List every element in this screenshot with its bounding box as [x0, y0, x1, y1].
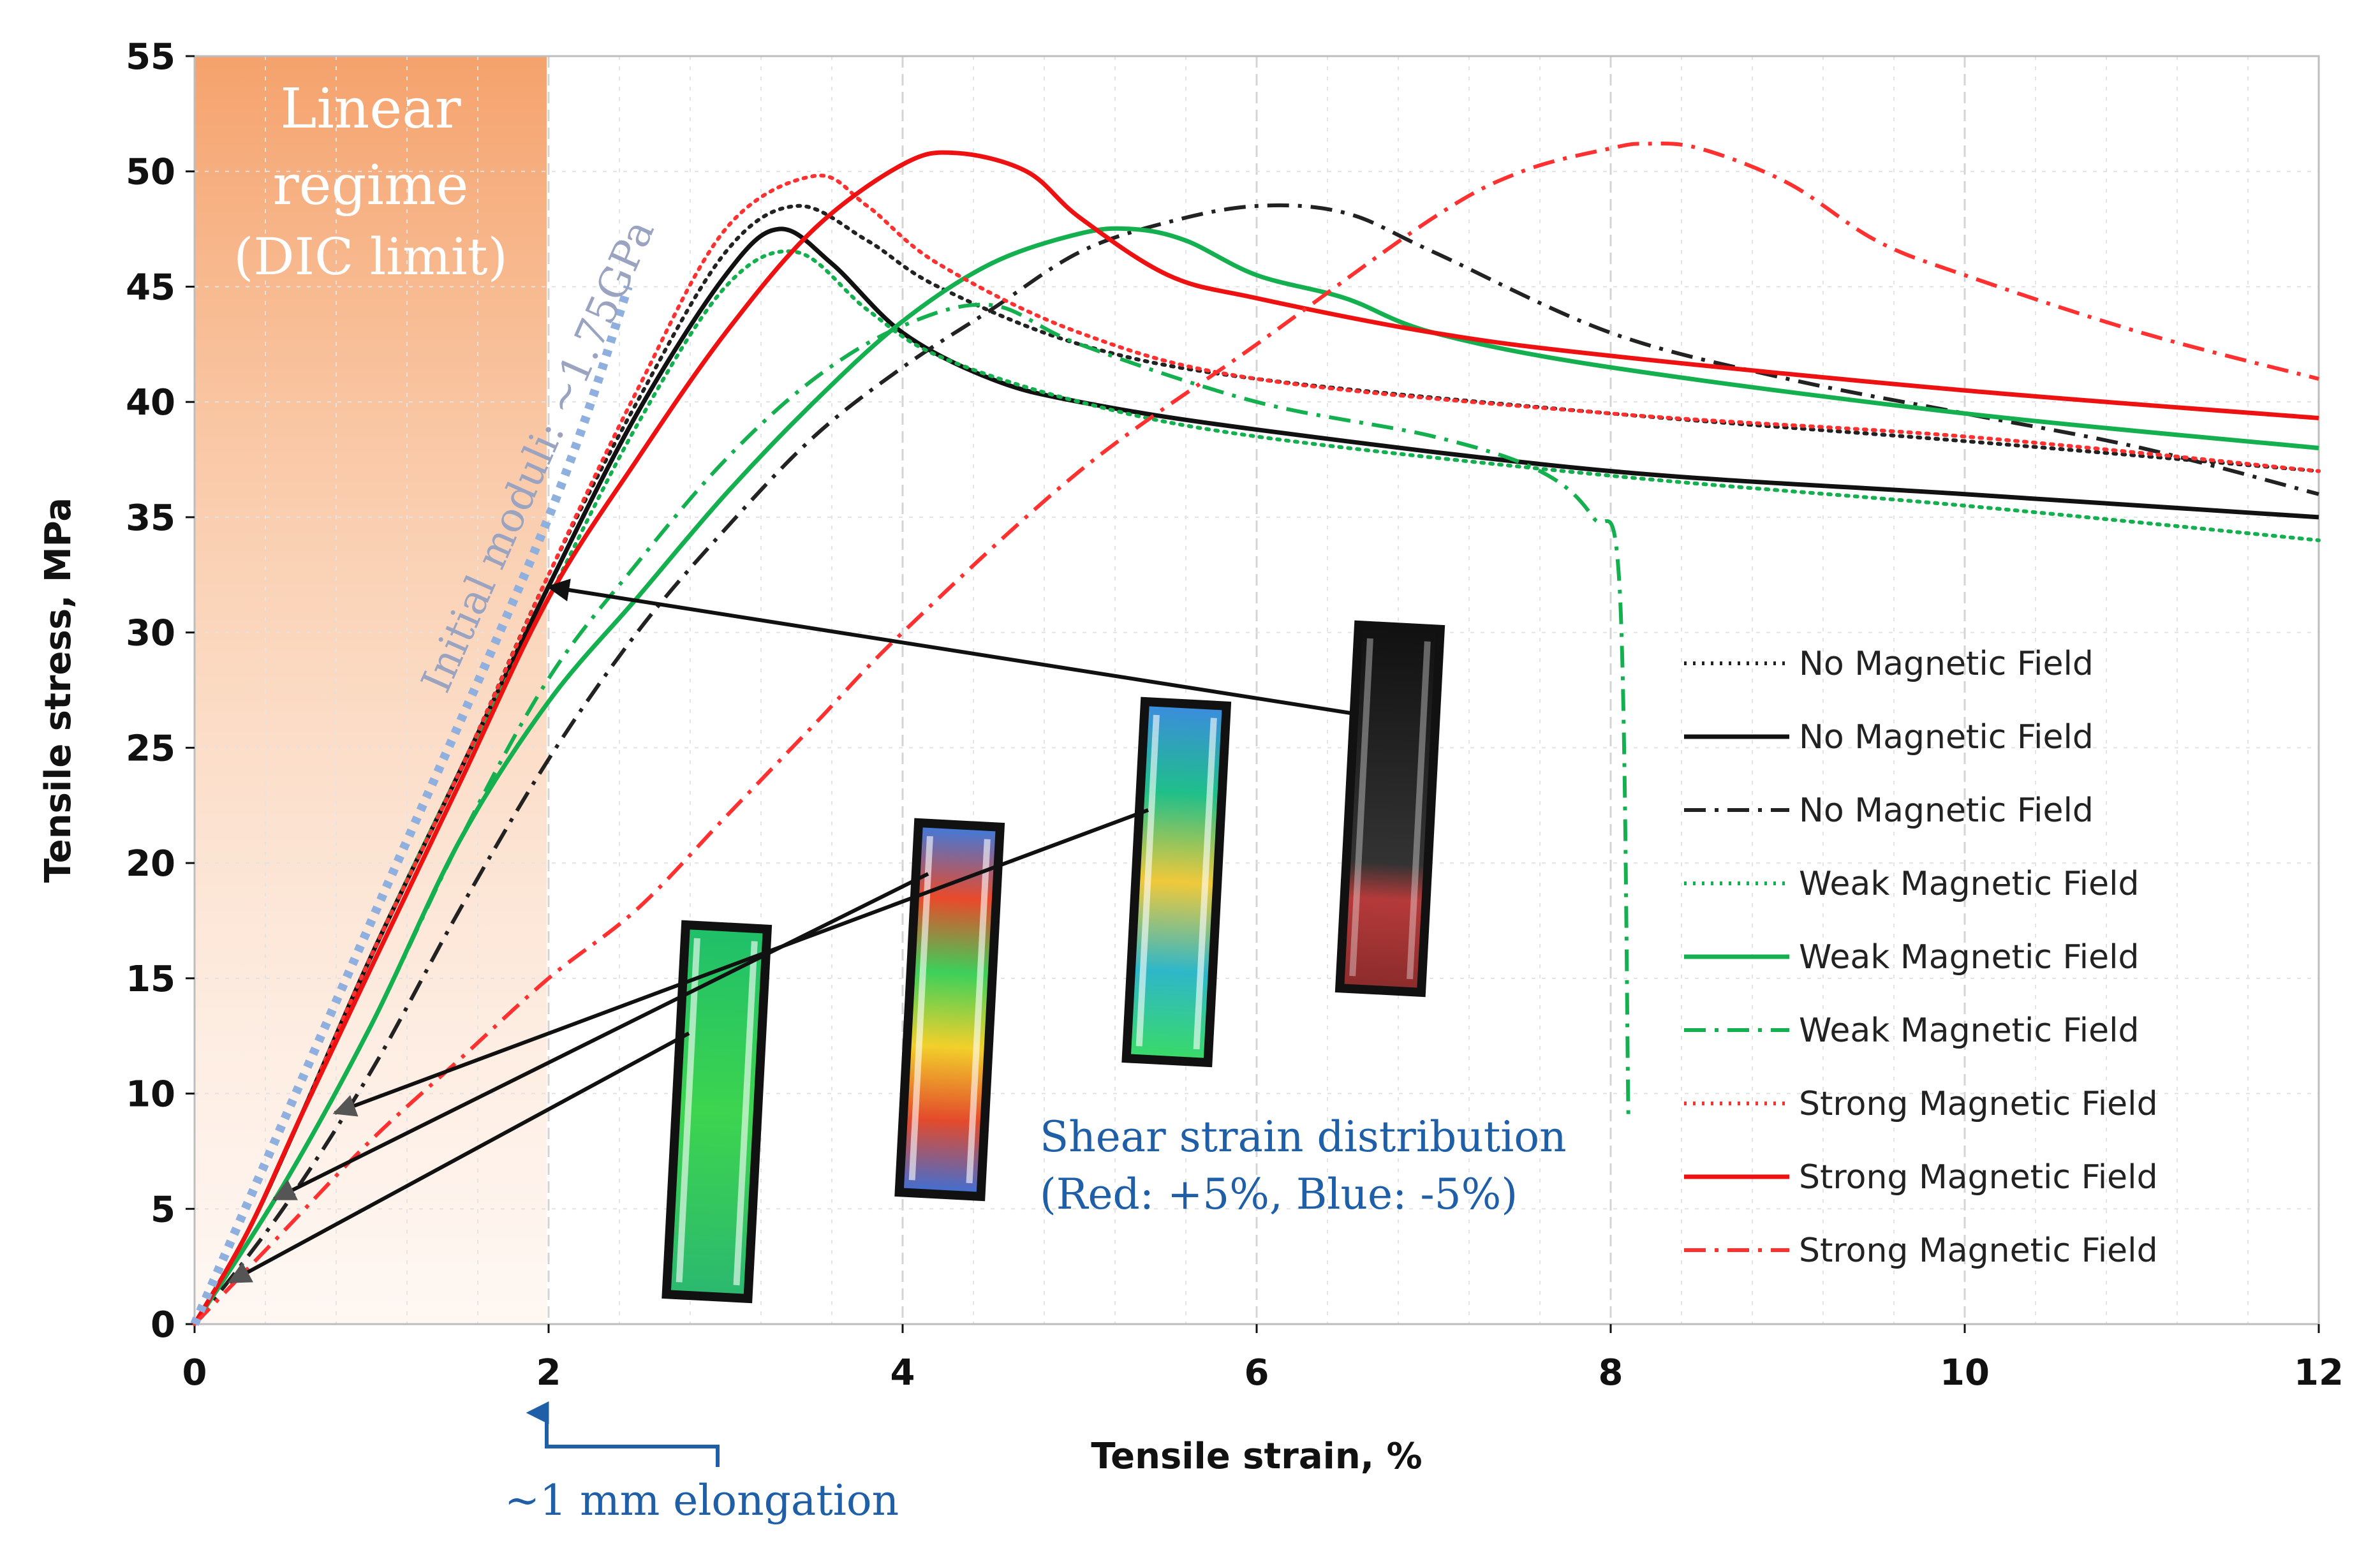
shear-strain-label-line1: Shear strain distribution: [1040, 1112, 1567, 1161]
grid: [195, 56, 2319, 1324]
series-line-3: [193, 203, 2319, 1325]
y-tick-label: 25: [126, 728, 175, 769]
linear-regime-line3: (DIC limit): [233, 227, 508, 286]
series-line-7: [193, 173, 2321, 1326]
linear-regime-region: [195, 56, 547, 1324]
legend-label: Strong Magnetic Field: [1799, 1158, 2158, 1197]
series-line-8: [192, 150, 2319, 1325]
dic-image-strip-3: [1121, 696, 1232, 1068]
series-line-9: [193, 141, 2319, 1326]
y-tick-label: 40: [126, 382, 175, 424]
legend-label: Weak Magnetic Field: [1799, 938, 2140, 976]
y-tick-label: 0: [151, 1304, 175, 1346]
x-axis-label: Tensile strain, %: [1091, 1436, 1422, 1477]
series-line-6: [193, 302, 1630, 1325]
x-tick-label: 4: [891, 1352, 915, 1394]
pointer-arrow-strip-2: [272, 872, 929, 1201]
pointer-arrow-strip-1: [227, 1031, 690, 1284]
legend-label: No Magnetic Field: [1799, 718, 2094, 756]
y-tick-label: 5: [151, 1189, 175, 1230]
pointer-arrow-strip-3: [332, 808, 1149, 1117]
x-tick-label: 0: [182, 1352, 207, 1394]
x-tick-label: 2: [536, 1352, 561, 1394]
series-line-10: [190, 285, 633, 1326]
elongation-marker: [526, 1401, 720, 1467]
y-axis-ticks: 0 5 10 15 20 25 30 35 40 45 50 55: [126, 36, 195, 1346]
elongation-label: ~1 mm elongation: [505, 1476, 899, 1525]
series-line-5: [193, 226, 2319, 1325]
legend: No Magnetic Field No Magnetic Field No Mag…: [1684, 645, 2158, 1270]
y-tick-label: 50: [126, 152, 175, 193]
x-tick-label: 10: [1940, 1352, 1990, 1394]
y-tick-label: 35: [126, 497, 175, 539]
shear-strain-label-line2: (Red: +5%, Blue: -5%): [1040, 1170, 1518, 1219]
series-group: [190, 141, 2321, 1326]
x-tick-label: 6: [1245, 1352, 1269, 1394]
legend-label: Strong Magnetic Field: [1799, 1232, 2158, 1270]
linear-regime-title: Linear: [280, 77, 461, 141]
y-tick-label: 45: [126, 267, 175, 308]
pointer-arrow-strip-4: [546, 579, 1359, 716]
dic-image-strip-2: [894, 818, 1005, 1202]
y-axis-label: Tensile stress, MPa: [38, 497, 79, 883]
legend-label: Strong Magnetic Field: [1799, 1085, 2158, 1123]
x-tick-label: 12: [2294, 1352, 2344, 1394]
legend-label: No Magnetic Field: [1799, 645, 2094, 683]
dic-image-strip-1: [662, 920, 772, 1304]
x-axis-ticks: 0 2 4 6 8 10 12: [182, 1324, 2344, 1394]
legend-label: Weak Magnetic Field: [1799, 1012, 2140, 1050]
legend-label: Weak Magnetic Field: [1799, 865, 2140, 903]
y-tick-label: 30: [126, 613, 175, 654]
y-tick-label: 55: [126, 36, 175, 78]
dic-image-strip-4: [1334, 620, 1445, 998]
linear-regime-line2: regime: [272, 154, 468, 217]
y-tick-label: 10: [126, 1074, 175, 1116]
y-tick-label: 15: [126, 959, 175, 1000]
x-tick-label: 8: [1599, 1352, 1623, 1394]
y-tick-label: 20: [126, 843, 175, 885]
legend-label: No Magnetic Field: [1799, 792, 2094, 830]
